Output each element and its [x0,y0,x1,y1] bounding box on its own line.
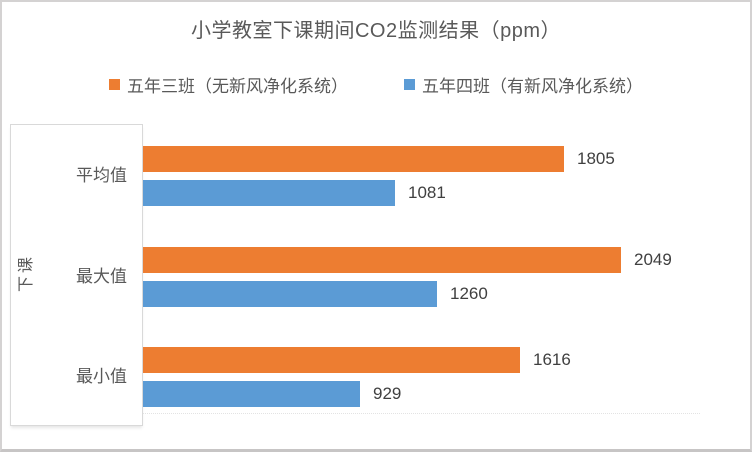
value-label-series1-cat3: 1616 [533,350,571,369]
bar-series2-cat1 [143,180,395,206]
legend: 五年三班（无新风净化系统） 五年四班（有新风净化系统） [2,72,750,97]
legend-label-series2: 五年四班（有新风净化系统） [422,77,643,96]
legend-swatch-orange-icon [109,79,120,90]
bar-series1-cat1 [143,146,564,172]
value-label-series2-cat2: 1260 [450,283,488,303]
plot-baseline [143,413,700,414]
value-label-series2-cat3: 929 [373,384,402,403]
category-axis-area [10,124,143,426]
bar-series2-cat3 [143,381,360,407]
value-label-series2-cat1: 1081 [408,183,446,202]
category-label-1: 平均值 [76,166,127,185]
category-label-2: 最大值 [76,266,127,286]
legend-item-series2: 五年四班（有新风净化系统） [404,72,643,97]
value-label-series1-cat1: 1805 [577,149,615,168]
category-label-3: 最小值 [76,367,127,386]
value-label-series1-cat2: 2049 [634,249,672,269]
legend-item-series1: 五年三班（无新风净化系统） [109,72,348,97]
chart-title: 小学教室下课期间CO2监测结果（ppm） [190,20,562,42]
legend-label-series1: 五年三班（无新风净化系统） [127,77,348,96]
legend-swatch-blue-icon [404,79,415,90]
bar-series1-cat3 [143,347,520,373]
bar-series1-cat2 [143,246,621,273]
bar-series2-cat2 [143,280,437,307]
